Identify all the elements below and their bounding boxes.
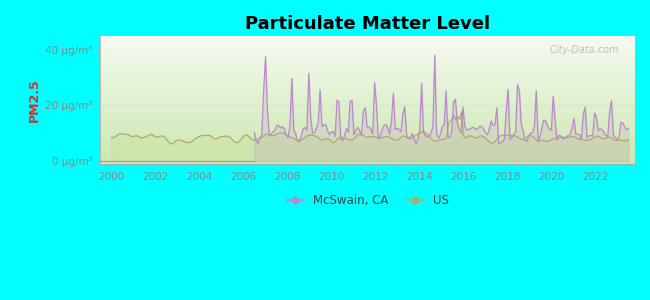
Y-axis label: PM2.5: PM2.5 xyxy=(28,78,41,122)
Text: City-Data.com: City-Data.com xyxy=(549,45,619,55)
Title: Particulate Matter Level: Particulate Matter Level xyxy=(245,15,490,33)
Legend: McSwain, CA, US: McSwain, CA, US xyxy=(281,189,454,212)
